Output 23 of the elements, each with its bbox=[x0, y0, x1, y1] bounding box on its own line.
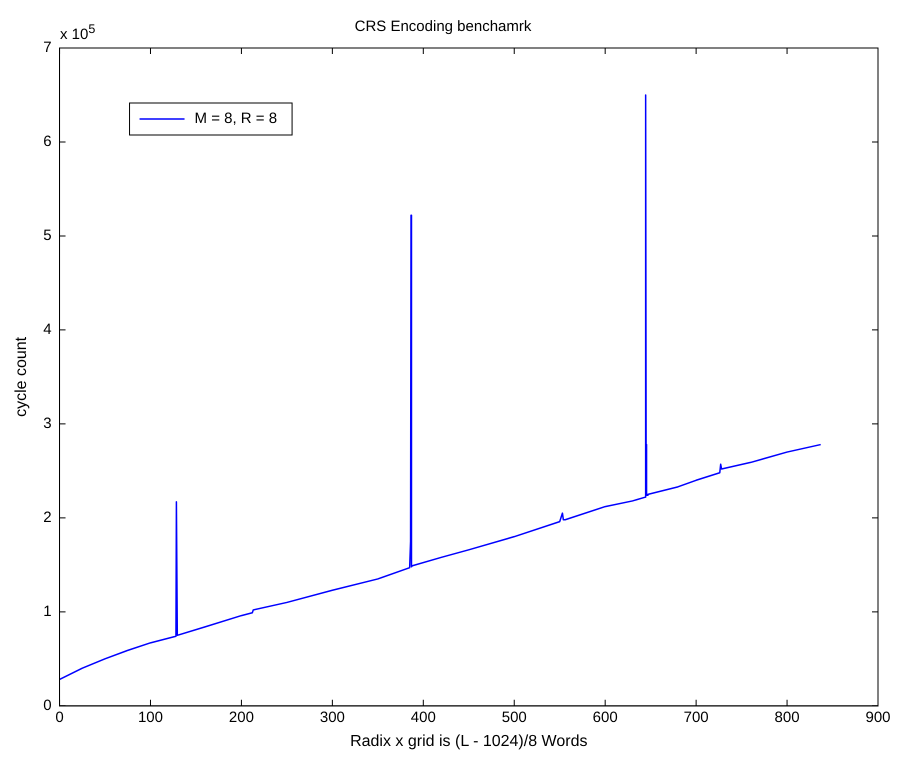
legend-label: M = 8, R = 8 bbox=[194, 110, 278, 128]
x-tick-label: 300 bbox=[320, 708, 345, 726]
x-tick-label: 900 bbox=[865, 708, 891, 726]
chart-title: CRS Encoding benchamrk bbox=[354, 18, 532, 36]
y-axis-title: cycle count bbox=[13, 336, 30, 417]
x-tick-label: 500 bbox=[502, 708, 527, 726]
x-tick-label: 100 bbox=[138, 708, 163, 726]
x-tick-label: 0 bbox=[55, 708, 64, 726]
y-tick-label: 5 bbox=[43, 227, 52, 244]
x-tick-label: 200 bbox=[228, 708, 254, 726]
y-tick-label: 2 bbox=[43, 509, 52, 526]
x-tick-label: 600 bbox=[592, 708, 618, 726]
y-tick-label: 1 bbox=[43, 602, 52, 620]
y-tick-label: 4 bbox=[43, 321, 52, 338]
x-axis-title: Radix x grid is (L - 1024)/8 Words bbox=[350, 732, 588, 750]
y-tick-label: 6 bbox=[43, 133, 52, 150]
x-tick-label: 800 bbox=[774, 708, 800, 726]
y-tick-label: 0 bbox=[43, 696, 52, 714]
text: x 10$^{5}$ bbox=[60, 22, 96, 43]
y-tick-label: 3 bbox=[43, 415, 52, 432]
x-tick-label: 700 bbox=[684, 708, 709, 726]
x-tick-label: 400 bbox=[410, 708, 436, 726]
y-tick-label: 7 bbox=[43, 39, 52, 56]
